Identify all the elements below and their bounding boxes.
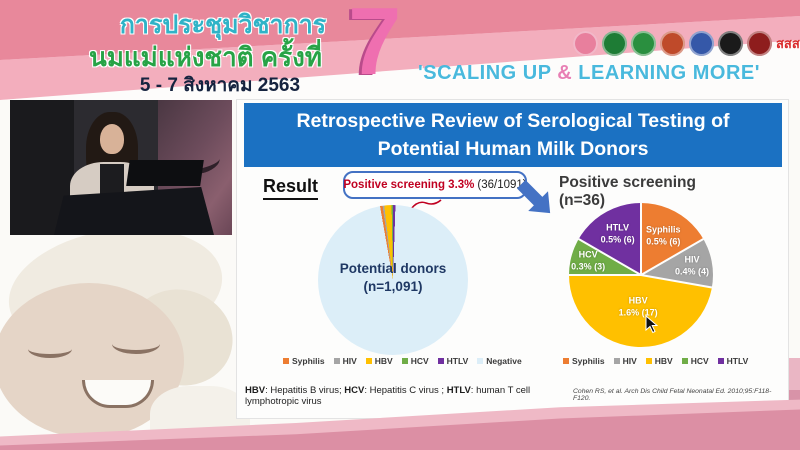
pie-slice-separator [640, 203, 642, 275]
slide-title-line1: Retrospective Review of Serological Test… [296, 109, 730, 132]
legend-item: Negative [477, 356, 522, 366]
legend-item: HCV [401, 356, 429, 366]
legend-swatch [477, 358, 484, 364]
baby-eye-left [28, 340, 72, 358]
positive-screening-callout: Positive screening 3.3% (36/1091) [343, 171, 527, 199]
legend-swatch [717, 358, 724, 364]
green-health-org-logo [602, 30, 627, 56]
legend-swatch [645, 358, 652, 364]
laptop [126, 160, 204, 186]
legend-label: HIV [622, 356, 637, 366]
baby-eye-right [112, 334, 160, 354]
legend-label: HBV [374, 356, 393, 366]
thai-health-foundation-logo: สสส [776, 35, 800, 51]
callout-detail: (36/1091) [477, 179, 527, 191]
legend-swatch [613, 358, 620, 364]
footnote: HBV: Hepatitis B virus; HCV: Hepatitis C… [245, 385, 575, 407]
positive-pie-title: Positive screening (n=36) [559, 174, 696, 209]
callout-brace [410, 199, 442, 210]
slide-title-line2: Potential Human Milk Donors [377, 138, 649, 160]
legend-label: HTLV [446, 356, 469, 366]
positive-pie-legend: Syphilis HIV HBV HCV HTLV [563, 356, 748, 366]
university-emblem-logo [660, 30, 685, 56]
legend-label: HCV [410, 356, 429, 366]
legend-label: HTLV [726, 356, 749, 366]
presenter-video-feed [10, 100, 232, 235]
legend-label: Syphilis [572, 356, 605, 366]
slide-title-banner: Retrospective Review of Serological Test… [244, 103, 782, 167]
footnote-segment: : Hepatitis B virus; [265, 385, 345, 396]
legend-label: HIV [342, 356, 357, 366]
footnote-segment: HTLV [446, 385, 471, 396]
edition-number: 7 [348, 0, 402, 95]
legend-item: HBV [645, 356, 673, 366]
legend-item: HBV [365, 356, 393, 366]
legend-label: HBV [654, 356, 673, 366]
presenter-face [100, 124, 124, 154]
legend-item: HTLV [437, 356, 469, 366]
conference-title-thai-line1: การประชุมวิชาการ [119, 11, 327, 39]
footnote-segment: : Hepatitis C virus ; [364, 385, 447, 396]
conference-slogan: 'SCALING UP & LEARNING MORE' [384, 62, 794, 85]
baby-background-photo [0, 213, 250, 450]
pie-slice-label: HCV 0.3% (3) [571, 249, 606, 271]
legend-swatch [333, 358, 340, 364]
royal-college-emblem-logo [689, 30, 714, 56]
legend-swatch [681, 358, 688, 364]
donors-pie-label-line2: (n=1,091) [363, 278, 423, 294]
footnote-segment: HBV [245, 385, 266, 396]
conference-dates: 5 - 7 สิงหาคม 2563 [139, 75, 301, 96]
arrow-icon [516, 179, 551, 214]
legend-item: HIV [613, 356, 637, 366]
legend-swatch [437, 358, 444, 364]
slogan-text: 'SCALING UP [417, 62, 558, 84]
positive-pie-chart: Syphilis 0.5% (6) HIV 0.4% (4) HBV 1.6% (17) H… [569, 203, 713, 347]
legend-swatch [401, 358, 408, 364]
legend-item: HCV [681, 356, 709, 366]
legend-swatch [563, 358, 569, 364]
slogan-text: LEARNING MORE' [572, 62, 761, 84]
result-heading: Result [263, 176, 319, 200]
podium [54, 187, 214, 235]
pie-slice-separator [569, 274, 641, 276]
callout-highlight: Positive screening 3.3% [343, 179, 475, 191]
mouse-cursor [645, 315, 658, 334]
conference-title-thai-line2: นมแม่แห่งชาติ ครั้งที่ [89, 42, 322, 72]
footnote-segment: : human T cell lymphotropic virus [245, 385, 531, 407]
pie-slice-label: Syphilis 0.5% (6) [646, 224, 681, 247]
nursing-council-emblem-logo [747, 30, 772, 56]
presentation-slide: Retrospective Review of Serological Test… [237, 100, 788, 418]
legend-swatch [283, 358, 289, 364]
donors-pie-legend: Syphilis HIV HBV HCV HTLV Negative [283, 356, 522, 366]
footnote-segment: HCV [344, 385, 365, 396]
legend-item: HIV [333, 356, 357, 366]
legend-swatch [365, 358, 372, 364]
legend-label: Syphilis [292, 356, 325, 366]
medical-council-emblem-logo [718, 30, 743, 56]
logo-row: สสส [573, 28, 800, 58]
public-health-dept-logo [631, 30, 656, 56]
pie-slice-label: HBV 1.6% (17) [618, 295, 658, 318]
legend-label: HCV [690, 356, 709, 366]
citation: Cohen RS, et al. Arch Dis Child Fetal Ne… [573, 388, 772, 402]
conference-header-banner: การประชุมวิชาการ นมแม่แห่งชาติ ครั้งที่ … [0, 0, 800, 100]
legend-item: Syphilis [283, 356, 325, 366]
donors-pie-label-line1: Potential donors [339, 261, 447, 276]
legend-item: HTLV [717, 356, 749, 366]
donors-pie-label: Potential donors (n=1,091) [318, 260, 468, 295]
legend-label: Negative [486, 356, 522, 366]
mother-child-foundation-logo [573, 30, 598, 56]
pie-slice-label: HIV 0.4% (4) [675, 254, 710, 276]
pie-slice-label: HTLV 0.5% (6) [600, 222, 635, 245]
donors-pie-chart [318, 205, 468, 355]
slogan-ampersand: & [557, 62, 573, 84]
legend-item: Syphilis [563, 356, 605, 366]
